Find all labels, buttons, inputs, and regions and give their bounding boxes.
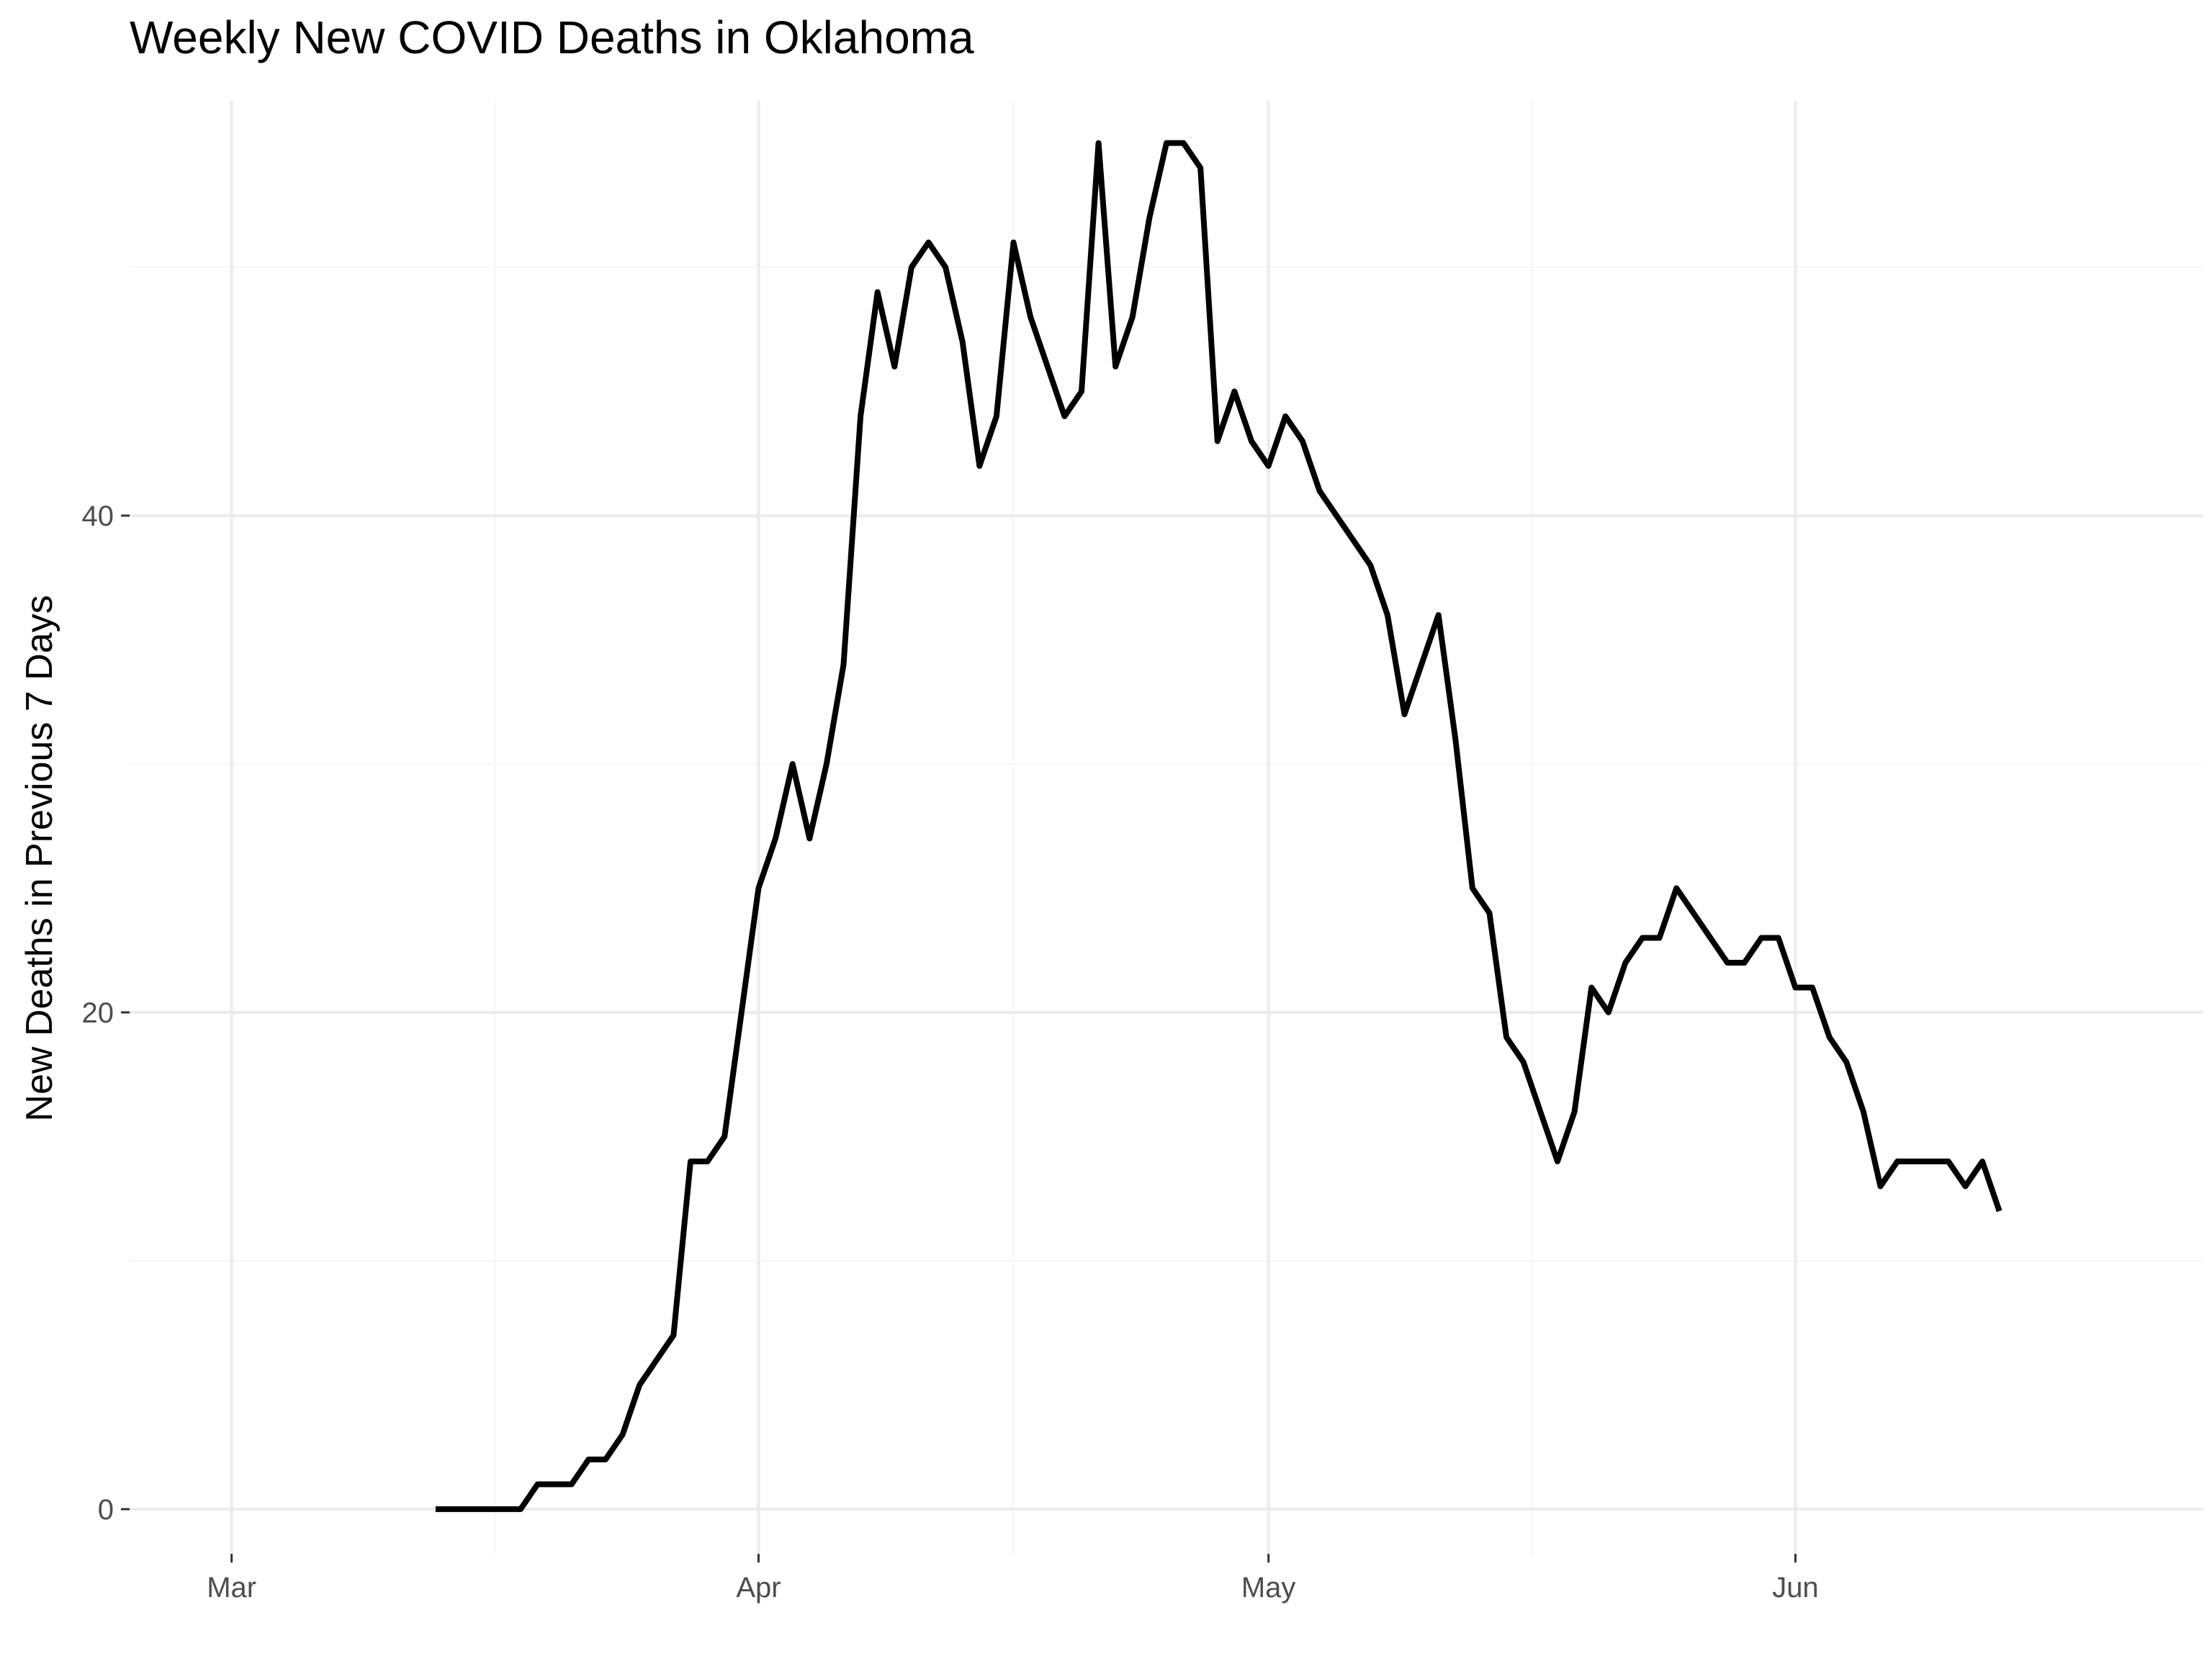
axis-ticks: 0 20 40 Mar Apr May Jun — [82, 500, 1819, 1604]
series-line — [435, 140, 2002, 1512]
y-axis-label: New Deaths in Previous 7 Days — [19, 595, 60, 1121]
series-layer — [435, 140, 2002, 1512]
x-tick-label: Apr — [736, 1572, 781, 1604]
y-tick-label: 20 — [82, 997, 114, 1029]
chart-title: Weekly New COVID Deaths in Oklahoma — [130, 12, 974, 63]
x-tick-label: Jun — [1772, 1572, 1819, 1604]
y-tick-label: 0 — [98, 1494, 114, 1526]
gridlines — [130, 101, 2203, 1554]
x-tick-label: May — [1241, 1572, 1296, 1604]
y-tick-label: 40 — [82, 500, 114, 532]
x-tick-label: Mar — [207, 1572, 256, 1604]
